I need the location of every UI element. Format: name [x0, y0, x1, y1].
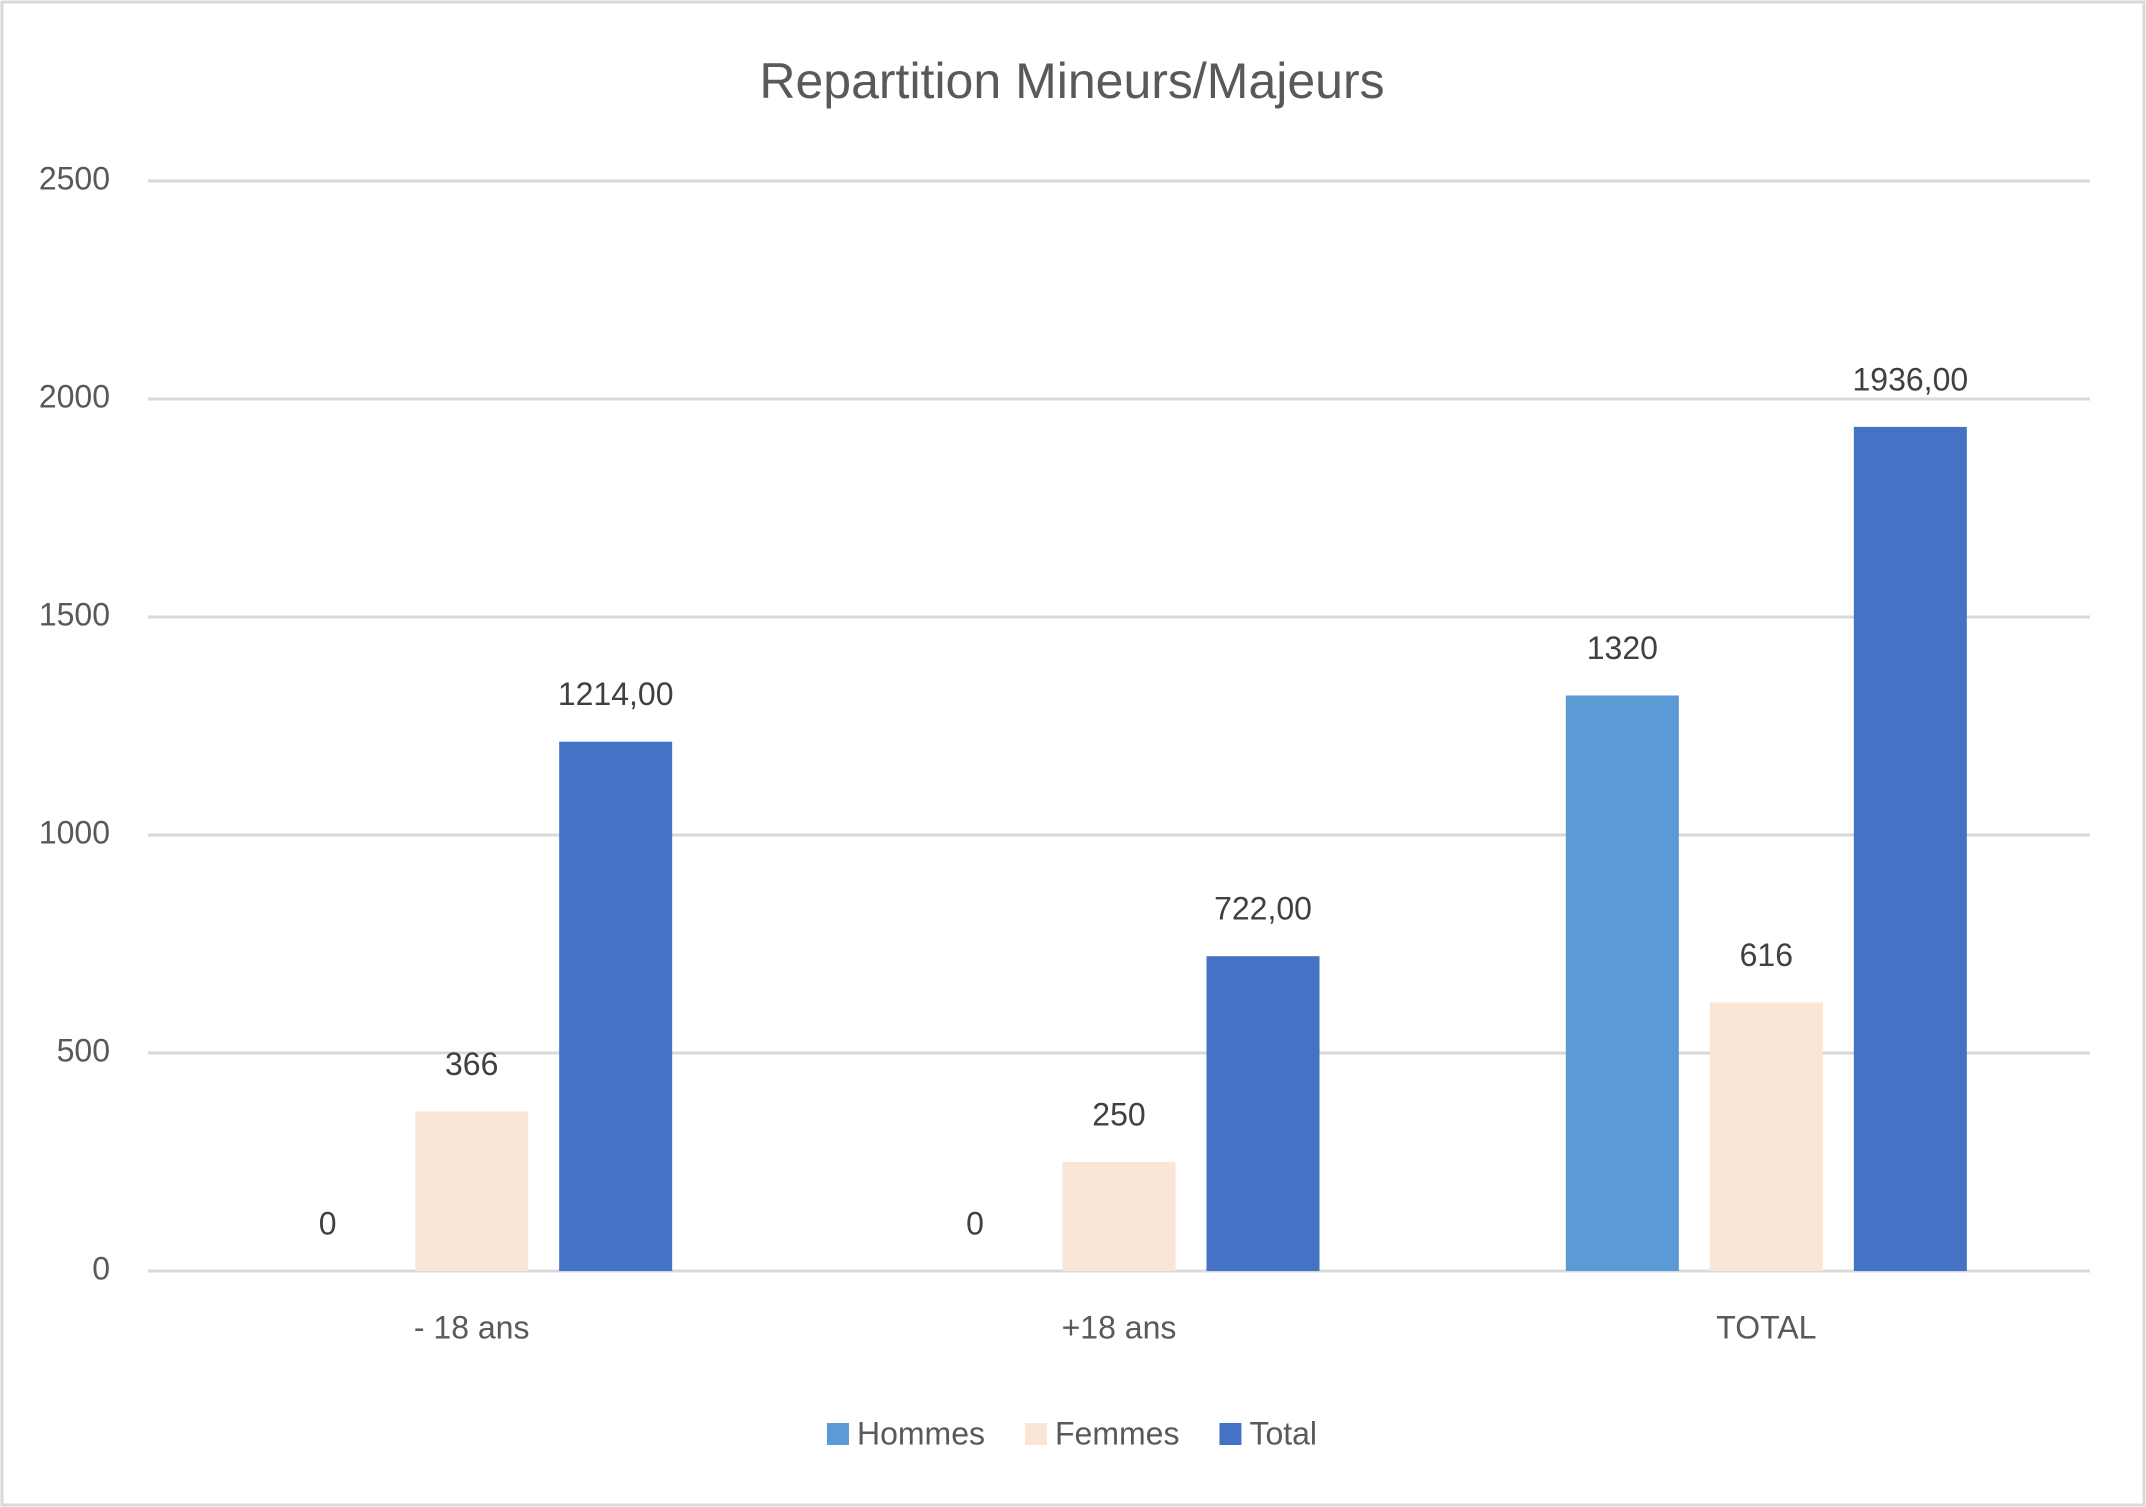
- chart-title: Repartition Mineurs/Majeurs: [759, 53, 1384, 109]
- legend-swatch: [826, 1423, 849, 1445]
- data-label: 616: [1740, 937, 1793, 973]
- bar: [1206, 956, 1320, 1271]
- y-tick-label: 1500: [39, 596, 110, 632]
- x-tick-label: TOTAL: [1716, 1309, 1816, 1345]
- x-tick-label: +18 ans: [1062, 1309, 1177, 1345]
- data-label: 0: [319, 1205, 337, 1241]
- legend-swatch: [1024, 1423, 1047, 1445]
- data-label: 1214,00: [558, 676, 674, 712]
- legend-label: Hommes: [857, 1415, 985, 1451]
- bar: [1709, 1002, 1823, 1271]
- data-label: 0: [966, 1205, 984, 1241]
- data-label: 250: [1092, 1096, 1145, 1132]
- y-tick-label: 2000: [39, 378, 110, 414]
- y-tick-label: 1000: [39, 814, 110, 850]
- legend-item: Hommes: [826, 1415, 985, 1451]
- y-tick-label: 0: [92, 1250, 110, 1286]
- y-tick-label: 500: [57, 1032, 110, 1068]
- legend-item: Femmes: [1024, 1415, 1179, 1451]
- legend-swatch: [1219, 1423, 1242, 1445]
- data-label: 722,00: [1214, 891, 1312, 927]
- data-label: 1936,00: [1852, 361, 1968, 397]
- data-label: 366: [445, 1046, 498, 1082]
- legend-item: Total: [1219, 1415, 1317, 1451]
- bar: [1062, 1162, 1176, 1271]
- y-tick-label: 2500: [39, 160, 110, 196]
- x-tick-label: - 18 ans: [414, 1309, 530, 1345]
- bar: [415, 1111, 529, 1271]
- bar: [1853, 426, 1967, 1271]
- bar: [559, 741, 673, 1271]
- legend-label: Total: [1249, 1415, 1317, 1451]
- bar: [1565, 695, 1679, 1271]
- legend-label: Femmes: [1055, 1415, 1179, 1451]
- data-label: 1320: [1587, 630, 1658, 666]
